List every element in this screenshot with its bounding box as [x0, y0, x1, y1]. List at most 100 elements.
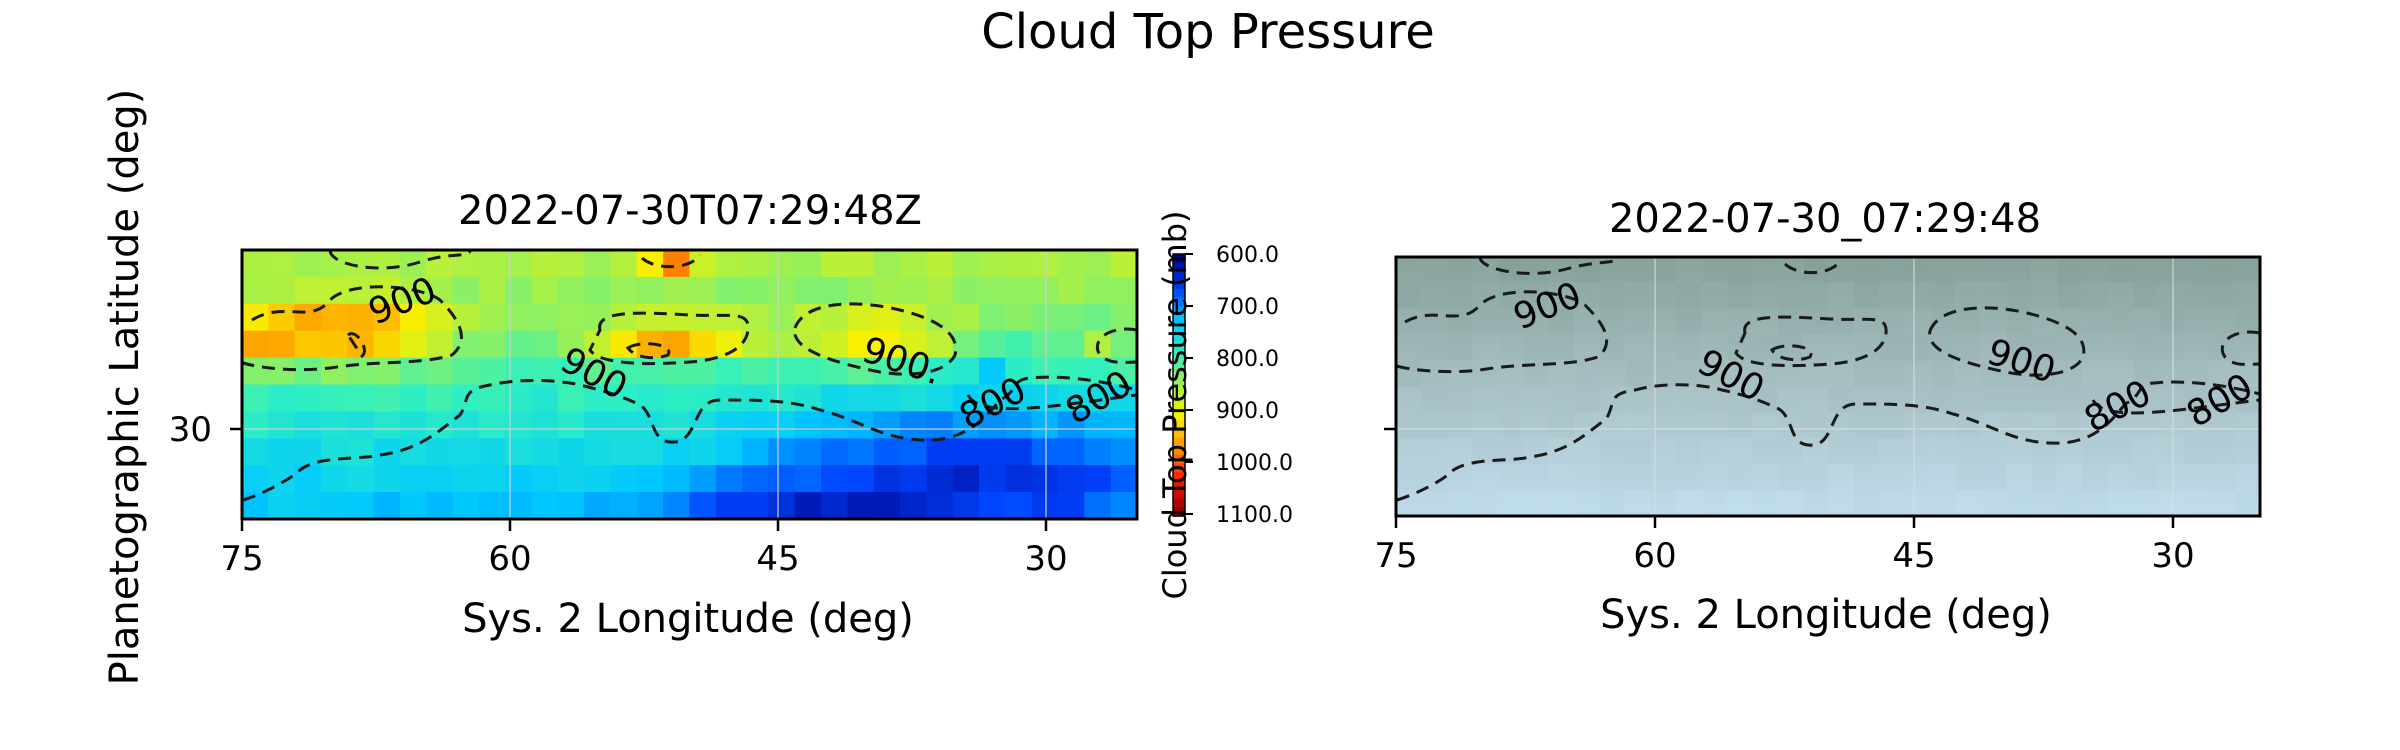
heatmap-cell: [1573, 438, 1600, 465]
heatmap-cell: [2209, 386, 2236, 413]
heatmap-cell: [1110, 492, 1137, 519]
heatmap-cell: [636, 492, 664, 519]
heatmap-cell: [1904, 438, 1931, 465]
heatmap-cell: [794, 465, 822, 493]
heatmap-cell: [1624, 257, 1651, 284]
heatmap-cell: [1523, 334, 1550, 362]
left-contours: [242, 250, 1137, 502]
heatmap-cell: [821, 276, 849, 305]
heatmap-cell: [636, 276, 664, 305]
heatmap-cell: [1058, 438, 1085, 466]
heatmap-cell: [452, 330, 480, 359]
heatmap-cell: [1726, 257, 1753, 284]
colorbar-swatch: [1173, 358, 1185, 369]
heatmap-cell: [1675, 334, 1702, 362]
left-x-axis-label: Sys. 2 Longitude (deg): [462, 596, 914, 642]
heatmap-cell: [1472, 490, 1499, 516]
heatmap-cell: [952, 330, 980, 359]
heatmap-cell: [320, 465, 348, 493]
heatmap-cell: [1751, 257, 1778, 284]
heatmap-cell: [1599, 334, 1626, 362]
heatmap-cell: [979, 357, 1006, 386]
heatmap-cell: [531, 250, 559, 278]
heatmap-cell: [2209, 308, 2236, 336]
heatmap-cell: [2158, 282, 2185, 310]
right-axes-frame: [1394, 255, 2262, 518]
heatmap-cell: [1599, 438, 1626, 465]
heatmap-cell: [742, 492, 770, 519]
heatmap-cell: [1396, 360, 1423, 388]
heatmap-cell: [1675, 257, 1702, 284]
heatmap-cell: [1751, 412, 1778, 439]
heatmap-cell: [320, 330, 348, 359]
heatmap-cell: [452, 492, 480, 519]
colorbar-swatch: [1173, 454, 1185, 465]
heatmap-cell: [531, 465, 559, 493]
heatmap-cell: [1751, 490, 1778, 516]
heatmap-cell: [242, 411, 269, 439]
heatmap-cell: [1031, 438, 1059, 466]
heatmap-cell: [1726, 360, 1753, 388]
heatmap-cell: [2005, 490, 2032, 516]
heatmap-cell: [768, 330, 796, 359]
heatmap-cell: [1904, 412, 1931, 439]
heatmap-cell: [2209, 464, 2236, 491]
heatmap-cell: [1624, 308, 1651, 336]
heatmap-cell: [399, 384, 427, 412]
heatmap-cell: [1005, 492, 1033, 519]
colorbar-tick-label: 1000.0: [1216, 451, 1293, 476]
heatmap-cell: [2031, 282, 2058, 310]
heatmap-cell: [1904, 360, 1931, 388]
heatmap-cell: [926, 411, 954, 439]
heatmap-cell: [821, 492, 849, 519]
right-panel-title: 2022-07-30_07:29:48: [1609, 196, 2041, 242]
heatmap-cell: [557, 492, 585, 519]
heatmap-cell: [373, 438, 401, 466]
heatmap-cell: [2183, 282, 2210, 310]
heatmap-cell: [2158, 464, 2185, 491]
colorbar-swatch: [1173, 262, 1185, 273]
heatmap-cell: [742, 276, 770, 305]
heatmap-cell: [1058, 250, 1085, 278]
colorbar-swatch: [1173, 385, 1185, 395]
heatmap-cell: [1904, 490, 1931, 516]
heatmap-cell: [663, 276, 691, 305]
heatmap-cell: [1421, 412, 1448, 439]
heatmap-cell: [1031, 411, 1059, 439]
heatmap-cell: [584, 276, 612, 305]
heatmap-cell: [426, 438, 454, 466]
heatmap-cell: [2209, 360, 2236, 388]
heatmap-cell: [584, 384, 612, 412]
heatmap-cell: [2107, 257, 2134, 284]
heatmap-cell: [584, 492, 612, 519]
heatmap-cell: [478, 303, 506, 332]
heatmap-cell: [926, 250, 954, 278]
heatmap-cell: [2107, 308, 2134, 336]
heatmap-cell: [1573, 464, 1600, 491]
heatmap-cell: [2082, 438, 2109, 465]
heatmap-cell: [742, 384, 770, 412]
heatmap-cell: [584, 250, 612, 278]
heatmap-cell: [1599, 412, 1626, 439]
heatmap-cell: [1777, 490, 1804, 516]
heatmap-cell: [1523, 412, 1550, 439]
heatmap-cell: [900, 276, 928, 305]
heatmap-cell: [1396, 282, 1423, 310]
heatmap-cell: [1650, 334, 1677, 362]
heatmap-cell: [2031, 464, 2058, 491]
heatmap-cell: [242, 330, 269, 359]
heatmap-cell: [1726, 490, 1753, 516]
colorbar-swatch: [1173, 463, 1185, 473]
colorbar-tick-label: 800.0: [1216, 347, 1279, 372]
heatmap-cell: [610, 303, 638, 332]
colorbar-swatch: [1173, 489, 1185, 500]
heatmap-cell: [1929, 464, 1956, 491]
heatmap-cell: [399, 492, 427, 519]
heatmap-cell: [689, 384, 717, 412]
heatmap-cell: [1624, 412, 1651, 439]
heatmap-cell: [2234, 464, 2260, 491]
heatmap-cell: [320, 384, 348, 412]
x-tick-label: 60: [1633, 536, 1676, 576]
heatmap-cell: [1396, 334, 1423, 362]
left-gridlines: [242, 250, 1137, 519]
